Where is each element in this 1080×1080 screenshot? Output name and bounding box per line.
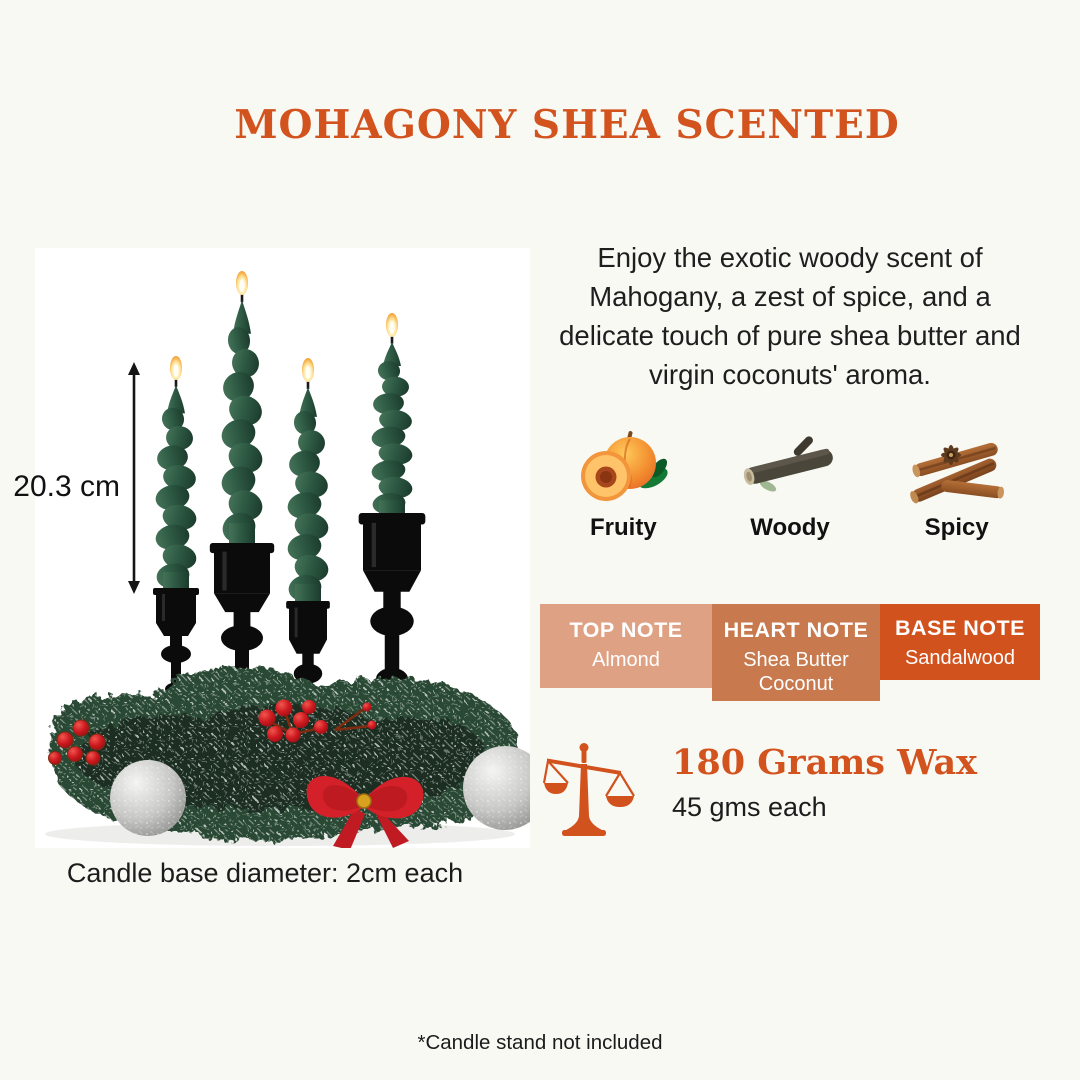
silver-ornament-left bbox=[110, 760, 186, 836]
red-bow bbox=[306, 775, 424, 848]
scent-item-woody: Woody bbox=[707, 426, 874, 542]
height-measurement-arrow bbox=[128, 362, 140, 594]
scent-row: Fruity Woo bbox=[540, 426, 1040, 542]
bow-knot bbox=[356, 793, 372, 809]
scent-item-fruity: Fruity bbox=[540, 426, 707, 542]
height-measurement-label: 20.3 cm bbox=[13, 470, 120, 503]
wax-weight-section: 180 Grams Wax 45 gms each bbox=[540, 742, 977, 838]
page-title: MOHAGONY SHEA SCENTED bbox=[234, 102, 900, 148]
peach-icon bbox=[581, 431, 668, 501]
fragrance-notes-table: TOP NOTE Almond HEART NOTE Shea Butter C… bbox=[540, 604, 1040, 701]
heart-note-cell: HEART NOTE Shea Butter Coconut bbox=[712, 604, 880, 701]
top-note-cell: TOP NOTE Almond bbox=[540, 604, 712, 688]
candles-photo-illustration bbox=[35, 248, 530, 848]
silver-ornament-right bbox=[463, 746, 530, 830]
note-label: TOP NOTE bbox=[569, 618, 683, 642]
details-panel: Enjoy the exotic woody scent of Mahogany… bbox=[540, 238, 1040, 858]
wood-branch-icon bbox=[743, 436, 833, 492]
scent-label: Spicy bbox=[924, 514, 989, 541]
star-anise bbox=[940, 445, 961, 465]
product-description: Enjoy the exotic woody scent of Mahogany… bbox=[559, 242, 1021, 390]
base-note-cell: BASE NOTE Sandalwood bbox=[880, 604, 1040, 680]
note-value: Shea Butter Coconut bbox=[743, 649, 849, 695]
note-label: BASE NOTE bbox=[895, 616, 1025, 640]
scent-item-spicy: Spicy bbox=[873, 426, 1040, 542]
scent-label: Woody bbox=[750, 514, 830, 541]
note-label: HEART NOTE bbox=[723, 618, 869, 642]
wax-weight-each: 45 gms each bbox=[672, 792, 827, 822]
base-diameter-caption: Candle base diameter: 2cm each bbox=[66, 858, 464, 888]
scent-label: Fruity bbox=[590, 514, 657, 541]
footnote: *Candle stand not included bbox=[417, 1031, 663, 1054]
note-value: Almond bbox=[592, 649, 660, 671]
wax-total-weight: 180 Grams Wax bbox=[672, 742, 977, 783]
note-value: Sandalwood bbox=[904, 647, 1016, 669]
balance-scale-icon bbox=[542, 743, 635, 836]
cinnamon-sticks-icon bbox=[909, 442, 1004, 504]
red-berries-center bbox=[258, 699, 377, 743]
product-photo bbox=[35, 248, 530, 848]
red-berries-left bbox=[48, 719, 106, 766]
